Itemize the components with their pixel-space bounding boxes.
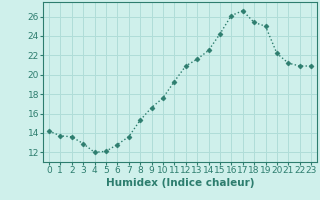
- X-axis label: Humidex (Indice chaleur): Humidex (Indice chaleur): [106, 178, 254, 188]
